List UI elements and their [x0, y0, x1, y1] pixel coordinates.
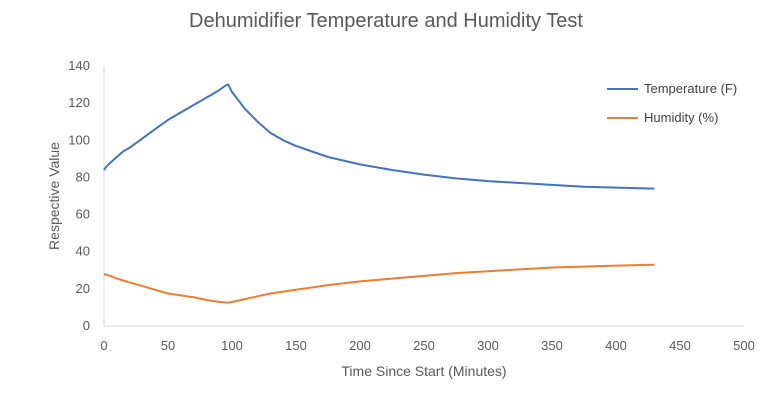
y-tick-label: 0: [83, 318, 90, 333]
x-tick-labels: 0 50 100 150 200 250 300 350 400 450 500: [100, 338, 754, 353]
legend: Temperature (F) Humidity (%): [607, 81, 737, 125]
x-tick-label: 150: [285, 338, 307, 353]
x-axis-label: Time Since Start (Minutes): [341, 363, 506, 379]
x-tick-label: 350: [541, 338, 563, 353]
chart-title: Dehumidifier Temperature and Humidity Te…: [189, 10, 583, 32]
x-tick-label: 500: [733, 338, 755, 353]
x-tick-label: 100: [221, 338, 243, 353]
legend-label-humidity: Humidity (%): [644, 110, 718, 125]
legend-label-temperature-f: Temperature (F): [644, 81, 737, 96]
y-tick-label: 140: [68, 58, 90, 73]
x-tick-label: 200: [349, 338, 371, 353]
x-tick-label: 0: [100, 338, 107, 353]
x-tick-label: 50: [161, 338, 175, 353]
y-axis-label: Respective Value: [46, 142, 62, 250]
y-tick-labels: 0 20 40 60 80 100 120 140: [68, 58, 90, 333]
y-tick-label: 80: [76, 169, 90, 184]
y-tick-label: 120: [68, 95, 90, 110]
y-tick-label: 100: [68, 132, 90, 147]
series-line-humidity: [103, 263, 655, 304]
series-lines: [103, 83, 655, 304]
series-line-temperature-f: [103, 83, 655, 190]
x-tick-label: 450: [669, 338, 691, 353]
x-tick-label: 250: [413, 338, 435, 353]
x-tick-label: 300: [477, 338, 499, 353]
y-tick-label: 20: [76, 281, 90, 296]
x-tick-label: 400: [605, 338, 627, 353]
y-tick-label: 40: [76, 244, 90, 259]
plot-area: [103, 66, 744, 327]
y-tick-label: 60: [76, 207, 90, 222]
